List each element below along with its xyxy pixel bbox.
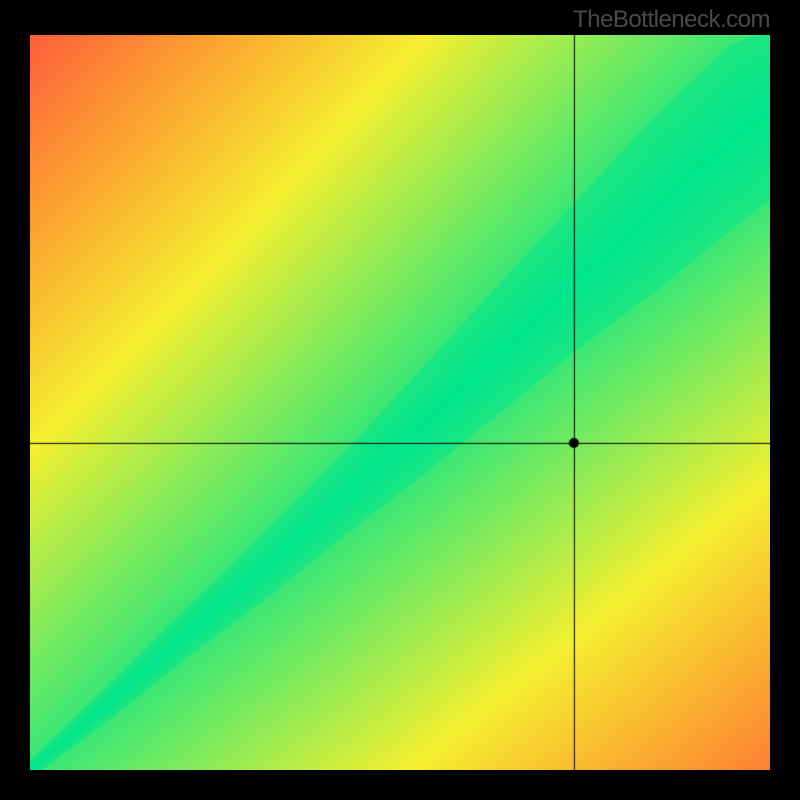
bottleneck-heatmap <box>30 35 770 770</box>
heatmap-canvas <box>30 35 770 770</box>
watermark-text: TheBottleneck.com <box>573 6 770 34</box>
